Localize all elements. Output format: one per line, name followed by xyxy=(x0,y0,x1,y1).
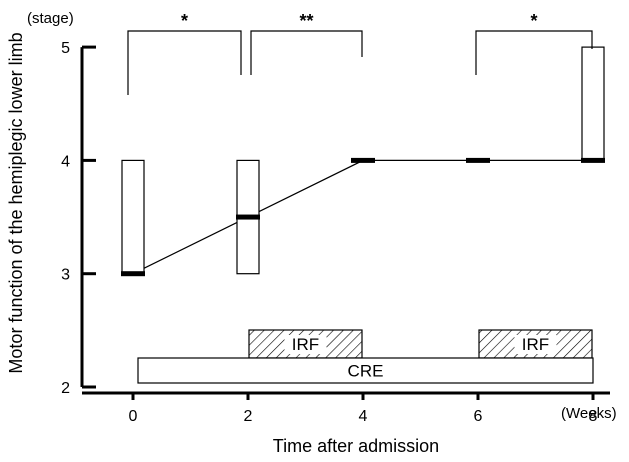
axes: 2 3 4 5 0 2 4 6 8 xyxy=(61,40,610,425)
box-median-mark xyxy=(351,157,375,163)
x-axis-title: Time after admission xyxy=(273,436,439,456)
bracket-line xyxy=(127,30,242,95)
significance-label: * xyxy=(530,11,537,31)
period-irf: IRF xyxy=(478,329,593,359)
period-label: CRE xyxy=(348,362,384,381)
y-axis-unit: (stage) xyxy=(27,10,74,27)
box-median-mark xyxy=(121,271,145,277)
box-median-mark xyxy=(466,157,490,163)
x-tick-label: 4 xyxy=(359,408,368,425)
x-tick-label: 6 xyxy=(474,408,483,425)
significance-bracket: ** xyxy=(250,11,363,75)
period-label: IRF xyxy=(292,335,319,354)
y-tick-label: 4 xyxy=(61,153,70,170)
bracket-line xyxy=(475,30,593,75)
x-tick-label: 0 xyxy=(129,408,138,425)
y-axis-title: Motor function of the hemiplegic lower l… xyxy=(6,32,26,373)
box-median-mark xyxy=(236,214,260,220)
y-tick-label: 2 xyxy=(61,380,70,397)
y-tick-label: 3 xyxy=(61,267,70,284)
significance-bracket: * xyxy=(127,11,242,95)
box-week-6 xyxy=(466,157,490,163)
median-trend-line xyxy=(132,159,593,275)
box-median-mark xyxy=(581,157,605,163)
significance-label: ** xyxy=(299,11,313,31)
box-week-8 xyxy=(581,46,605,163)
period-bars: IRF IRF CRE xyxy=(137,329,594,384)
box-week-2 xyxy=(236,159,260,275)
x-tick-label: 8 xyxy=(589,408,598,425)
period-label-bg xyxy=(284,335,327,354)
period-label: IRF xyxy=(522,335,549,354)
period-bar xyxy=(137,357,594,384)
period-cre: CRE xyxy=(137,357,594,384)
box-week-4 xyxy=(351,157,375,163)
period-label-bg xyxy=(514,335,557,354)
box-range xyxy=(121,159,145,275)
bracket-line xyxy=(250,30,363,75)
median-line xyxy=(132,159,593,275)
significance-bracket: * xyxy=(475,11,593,75)
y-tick-label: 5 xyxy=(61,40,70,57)
x-tick-label: 2 xyxy=(244,408,253,425)
significance-label: * xyxy=(181,11,188,31)
significance-brackets: * ** * xyxy=(127,11,593,95)
box-week-0 xyxy=(121,159,145,277)
box-range xyxy=(581,46,605,162)
x-axis-unit: (Weeks) xyxy=(561,405,617,422)
boxes xyxy=(121,46,605,277)
period-irf: IRF xyxy=(248,329,363,359)
